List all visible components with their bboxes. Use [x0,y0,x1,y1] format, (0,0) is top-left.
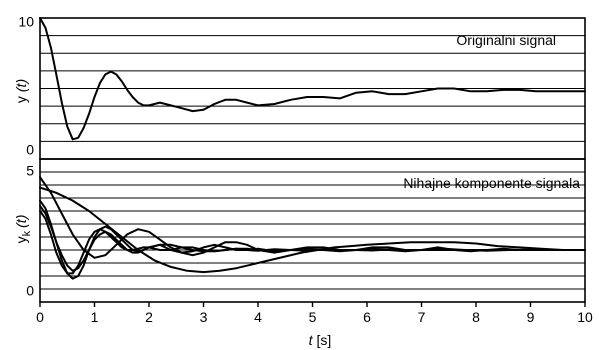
component-line-4 [39,176,586,259]
top-y-axis-label-var: y [13,96,29,103]
tick-labels: 0 10 0 5 0 1 2 3 4 5 6 7 8 9 10 [18,14,593,325]
x-axis-label-var: t [309,332,314,348]
x-tick-label: 0 [36,309,44,325]
y-tick-label: 0 [26,283,34,299]
component-line-2 [39,210,586,275]
y-tick-label: 5 [26,163,34,179]
x-tick-label: 5 [309,309,317,325]
x-tick-label: 8 [472,309,480,325]
x-tick-label: 1 [91,309,99,325]
bottom-panel-annotation: Nihajne komponente signala [403,175,580,191]
x-axis-label: t [s] [309,332,332,348]
y-tick-label: 0 [26,142,34,158]
top-panel-annotation: Originalni signal [456,32,556,48]
bottom-y-axis-label-arg: (t) [13,215,29,228]
x-tick-label: 4 [254,309,262,325]
series-lines [39,17,586,280]
component-line-1 [39,199,586,280]
bottom-y-axis-label-sub: k [21,230,33,236]
plot-frames [39,17,586,303]
original-signal-line [39,17,586,141]
component-line-5 [39,186,586,274]
x-tick-label: 9 [527,309,535,325]
bottom-y-axis-label: yk (t) [13,215,33,244]
top-y-axis-label-arg: (t) [13,79,29,92]
y-tick-label: 10 [18,14,34,30]
top-y-axis-label: y (t) [13,79,29,103]
x-tick-label: 10 [577,309,593,325]
bottom-y-axis-label-var: y [13,236,29,243]
x-tick-label: 6 [363,309,371,325]
x-tick-label: 2 [145,309,153,325]
x-tick-label: 3 [200,309,208,325]
x-tick-label: 7 [418,309,426,325]
x-axis-label-unit: [s] [317,332,332,348]
